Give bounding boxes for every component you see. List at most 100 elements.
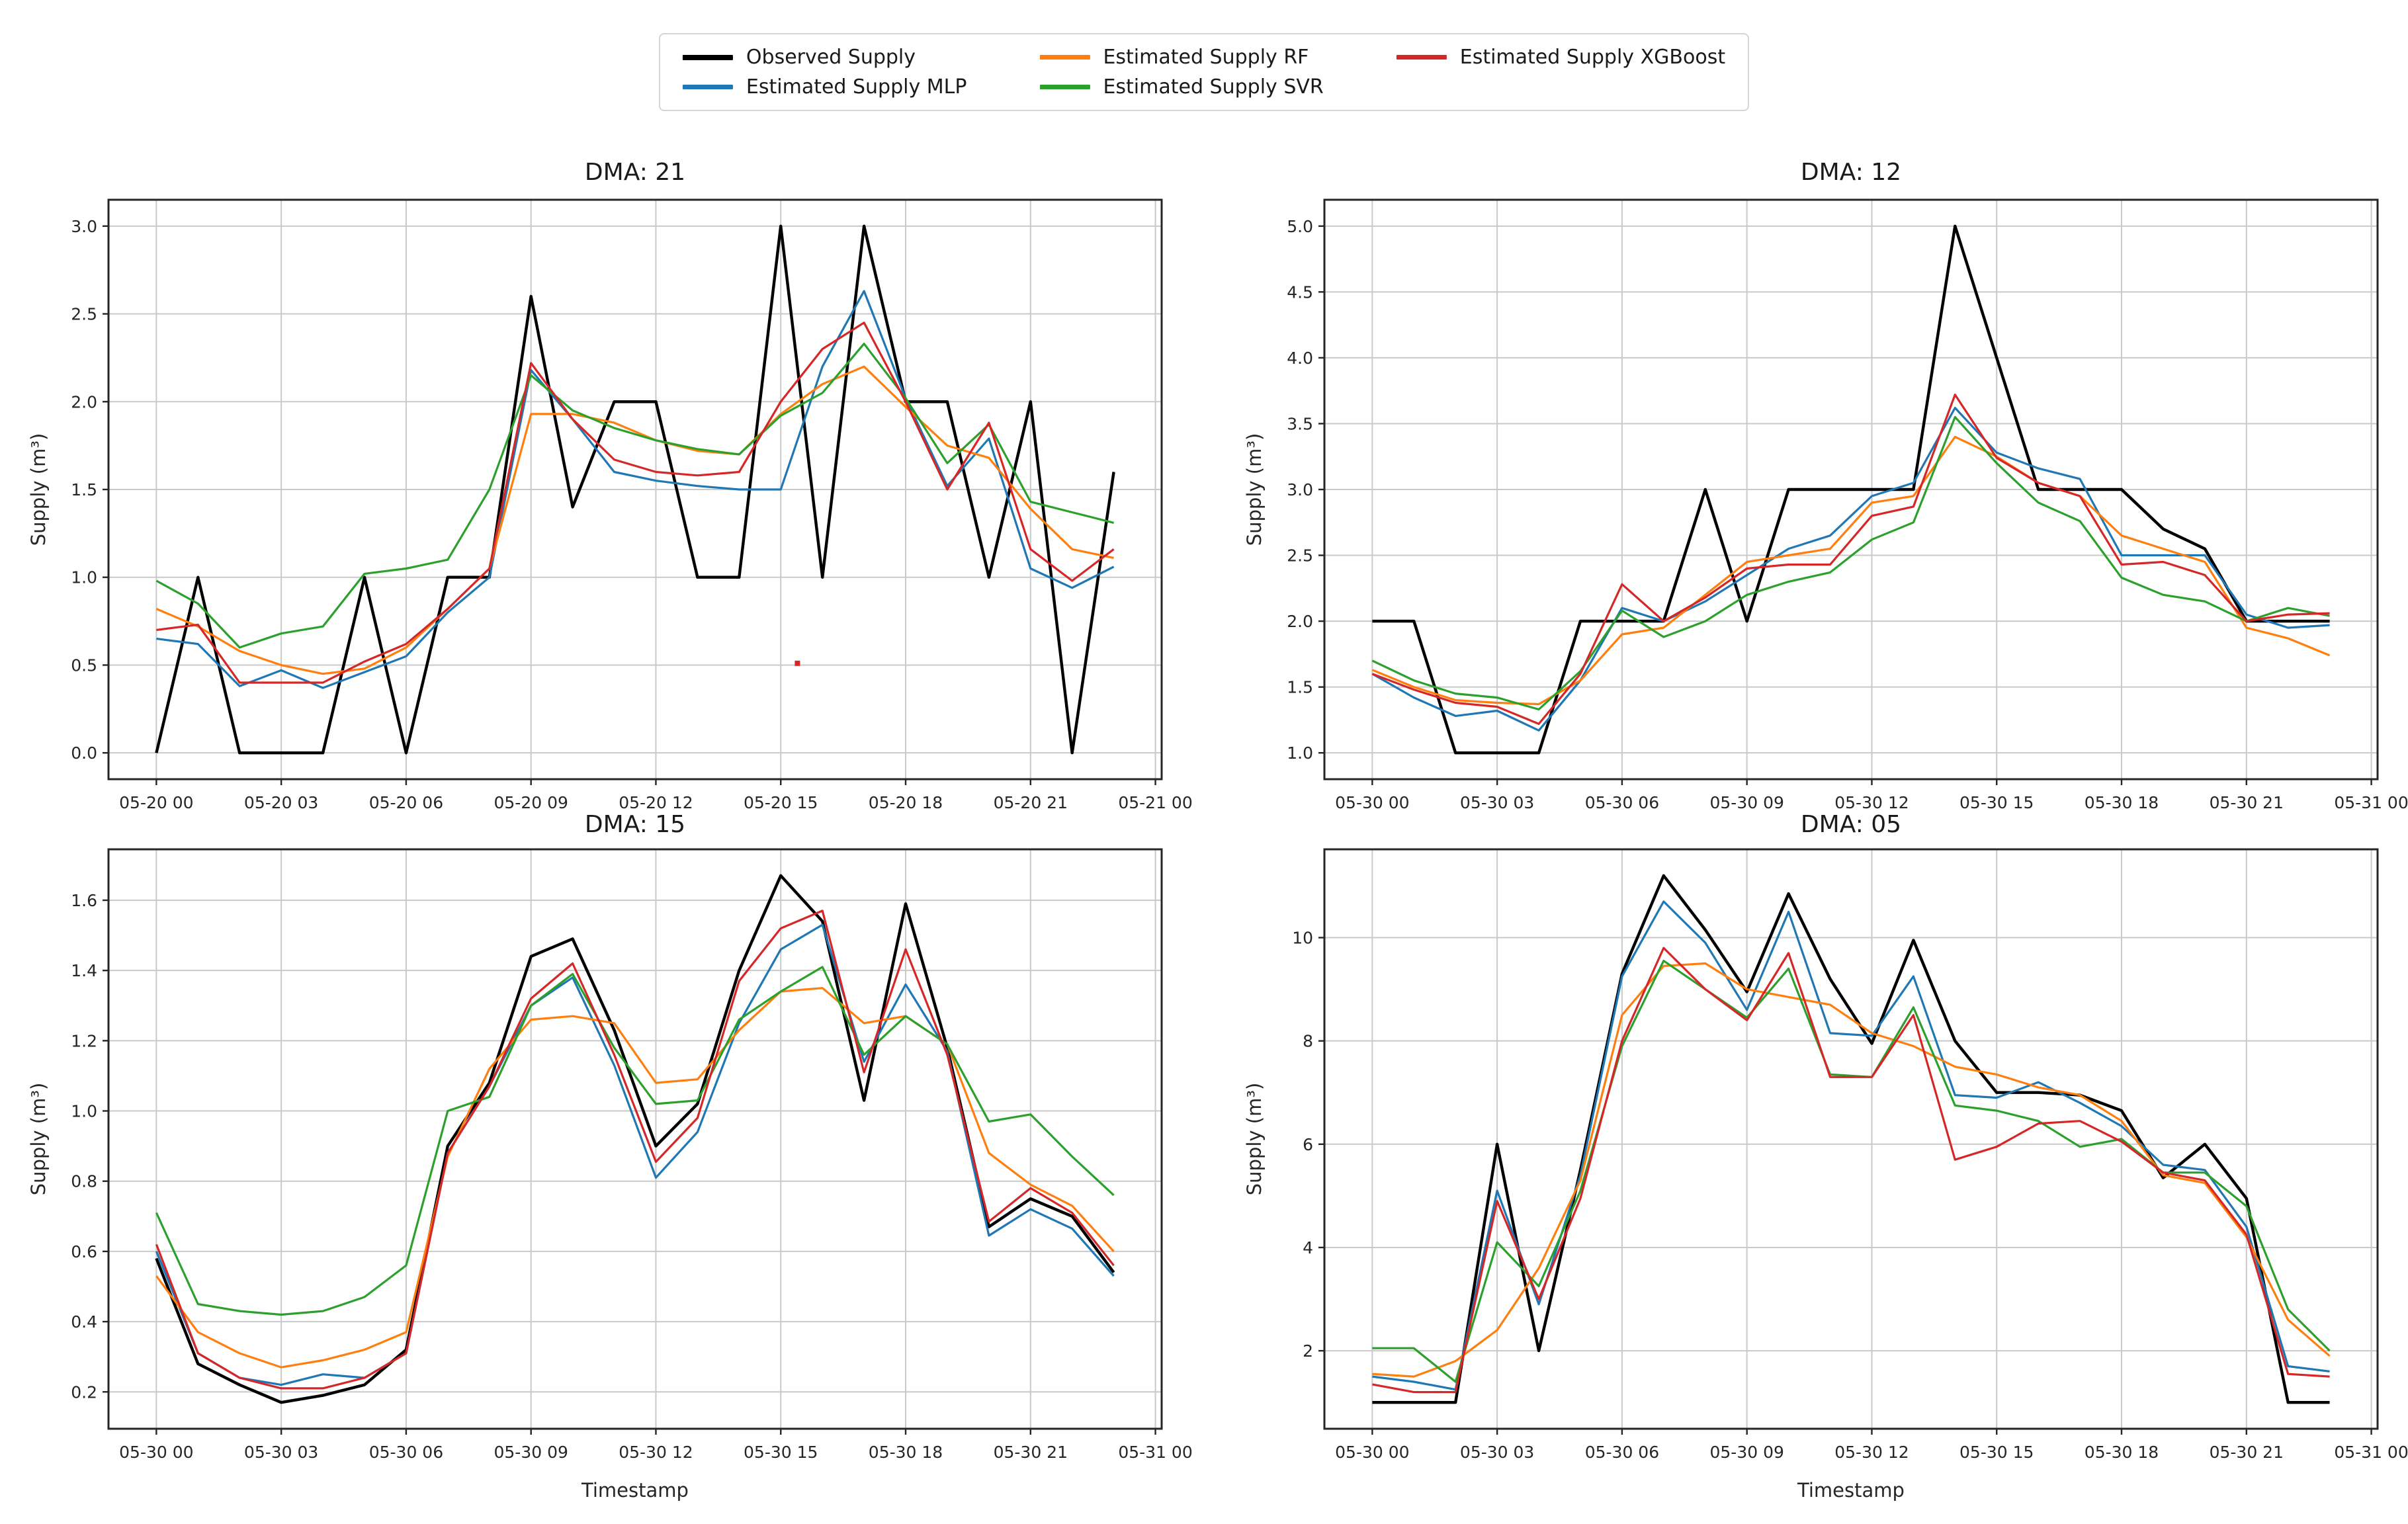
chart-dma05: 05-30 00 05-30 03 05-30 06 05-30 09 05-30 12… [1292,848,2408,1462]
x-tick-label: 05-20 21 [994,793,1068,812]
y-tick-label: 0.0 [71,743,97,763]
y-axis-label-dma12: Supply (m³) [1243,433,1266,546]
series-line-rf [155,987,1115,1369]
y-tick-label: 1.6 [71,891,97,910]
plot-border [1323,848,2379,1430]
chart-dma21: 05-20 00 05-20 03 05-20 06 05-20 09 05-20 12… [71,198,1193,812]
x-tick-label: 05-30 12 [1834,793,1909,812]
series-line-observed [155,874,1115,1404]
chart-dma15: 05-30 00 05-30 03 05-30 06 05-30 09 05-30 12… [71,848,1193,1462]
y-tick-label: 3.5 [1287,414,1313,433]
y-tick-label: 6 [1303,1135,1313,1154]
legend-label: Observed Supply [746,46,916,69]
x-tick-label: 05-30 09 [1709,1443,1784,1462]
x-tick-label: 05-30 09 [494,1443,568,1462]
y-tick-label: 10 [1292,929,1313,948]
x-tick-label: 05-20 09 [494,793,568,812]
x-axis-label-dma05: Timestamp [1797,1479,1905,1502]
chart-title-dma15: DMA: 15 [584,811,686,838]
x-tick-label: 05-20 12 [619,793,693,812]
line-swatch-mlp-icon [682,85,733,89]
x-tick-label: 05-30 15 [744,1443,818,1462]
y-tick-label: 0.2 [71,1382,97,1402]
series-line-mlp [155,923,1115,1386]
x-tick-label: 05-20 06 [369,793,443,812]
legend-label: Estimated Supply XGBoost [1459,46,1726,69]
series-line-xgb [156,321,1115,684]
y-tick-label: 2.5 [71,305,97,324]
y-tick-label: 5.0 [1287,217,1313,236]
y-axis-label-dma05: Supply (m³) [1243,1082,1266,1196]
x-tick-label: 05-31 00 [1118,1443,1192,1462]
series-line-observed [1372,874,2330,1404]
legend-item-svr: Estimated Supply SVR [1039,75,1324,99]
y-tick-label: 0.6 [71,1242,97,1261]
x-tick-label: 05-30 21 [2210,793,2284,812]
series-line-rf [1372,962,2331,1378]
line-swatch-observed-icon [682,54,733,60]
x-tick-label: 05-20 03 [244,793,318,812]
x-tick-label: 05-21 00 [1118,793,1192,812]
x-axis-label-dma15: Timestamp [581,1479,689,1502]
y-tick-label: 4 [1303,1238,1313,1257]
legend-label: Estimated Supply RF [1103,46,1309,69]
x-tick-label: 05-30 03 [1460,793,1534,812]
x-tick-label: 05-30 00 [119,1443,193,1462]
series-line-xgb [1371,394,2330,726]
series-line-svr [155,966,1115,1316]
y-tick-label: 1.0 [71,568,97,587]
x-tick-label: 05-20 00 [119,793,193,812]
chart-title-dma05: DMA: 05 [1800,811,1902,838]
x-tick-label: 05-20 18 [869,793,943,812]
chart-title-dma12: DMA: 12 [1800,159,1902,186]
series-line-svr [1371,415,2330,711]
y-tick-label: 0.5 [71,656,97,675]
line-swatch-rf-icon [1039,55,1090,60]
series-line-rf [1371,435,2331,706]
y-tick-label: 2.0 [71,392,97,411]
y-tick-label: 1.4 [71,961,97,980]
x-tick-label: 05-30 12 [619,1443,693,1462]
y-tick-label: 0.8 [71,1172,97,1191]
series-line-mlp [1372,900,2330,1391]
chart-dma12: 05-30 00 05-30 03 05-30 06 05-30 09 05-30 12… [1287,198,2408,812]
legend-item-rf: Estimated Supply RF [1039,46,1323,68]
x-tick-label: 05-20 15 [744,793,818,812]
x-tick-label: 05-30 21 [994,1443,1068,1462]
x-tick-label: 05-30 06 [369,1443,443,1462]
outlier-point [795,660,800,666]
x-tick-label: 05-30 03 [1460,1443,1534,1462]
y-tick-label: 4.5 [1287,282,1313,302]
y-tick-label: 1.0 [71,1102,97,1121]
y-tick-label: 0.4 [71,1312,97,1332]
x-tick-label: 05-30 03 [244,1443,318,1462]
x-tick-label: 05-30 06 [1585,1443,1659,1462]
line-swatch-xgboost-icon [1396,55,1447,60]
x-tick-label: 05-30 00 [1335,793,1409,812]
y-axis-label-dma21: Supply (m³) [27,433,50,546]
x-tick-label: 05-30 06 [1585,793,1659,812]
y-tick-label: 1.2 [71,1031,97,1050]
y-tick-label: 3.0 [1287,480,1313,499]
legend-label: Estimated Supply MLP [746,75,967,99]
legend-label: Estimated Supply SVR [1103,75,1324,99]
series-line-mlp [1371,406,2330,732]
x-tick-label: 05-31 00 [2334,1443,2408,1462]
x-tick-label: 05-31 00 [2334,793,2408,812]
series-line-rf [155,365,1114,675]
x-tick-label: 05-30 18 [869,1443,943,1462]
series-line-svr [1372,959,2331,1383]
x-tick-label: 05-30 09 [1709,793,1784,812]
y-tick-label: 1.0 [1287,743,1313,763]
x-tick-label: 05-30 00 [1335,1443,1409,1462]
y-tick-label: 4.0 [1287,349,1313,368]
x-tick-label: 05-30 18 [2085,793,2159,812]
y-tick-label: 2.0 [1287,612,1313,631]
series-line-xgb [155,910,1115,1390]
y-tick-label: 2 [1303,1341,1313,1361]
x-tick-label: 05-30 15 [1959,1443,2034,1462]
series-line-observed [1372,224,2330,755]
plot-border [107,848,1163,1430]
